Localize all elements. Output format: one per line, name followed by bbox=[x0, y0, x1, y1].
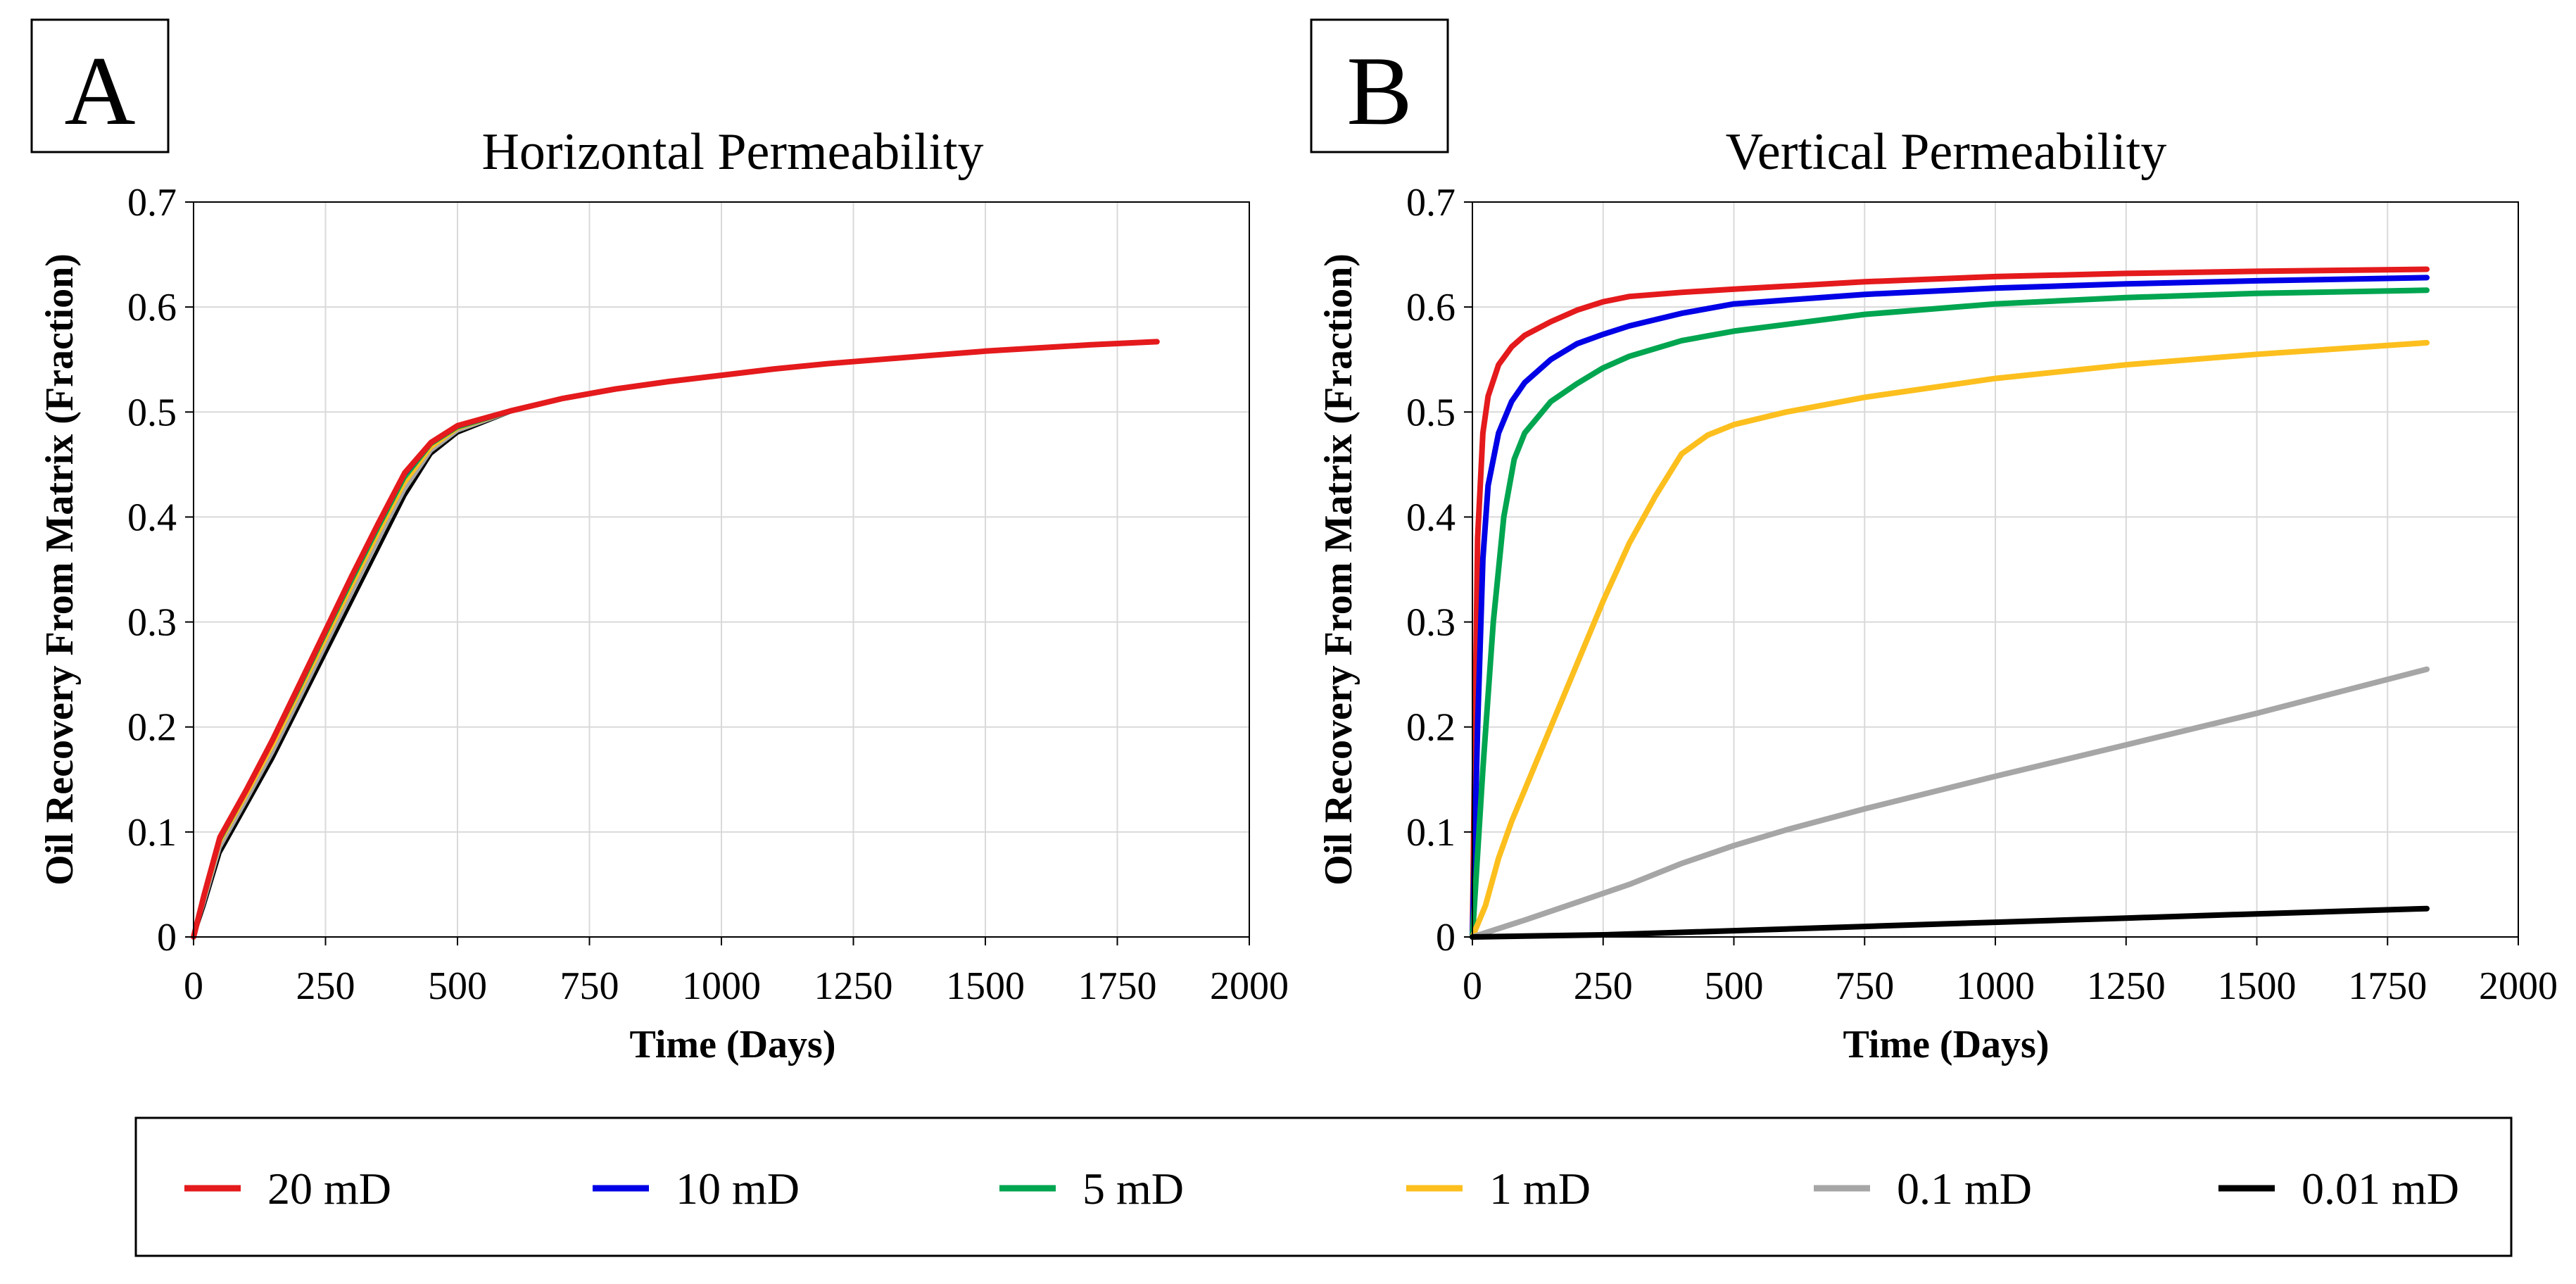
y-tick-label: 0.7 bbox=[127, 181, 177, 225]
x-tick-label: 500 bbox=[1705, 964, 1764, 1008]
series-line-20-md bbox=[1470, 266, 2430, 940]
legend-box bbox=[134, 1116, 2513, 1257]
x-tick-label: 1750 bbox=[1078, 964, 1157, 1008]
x-tick-label: 250 bbox=[1574, 964, 1633, 1008]
series-line-5-md bbox=[1470, 287, 2430, 940]
y-tick-label: 0.5 bbox=[127, 391, 177, 434]
panel-b-y-axis-label: Oil Recovery From Matrix (Fraction) bbox=[1317, 253, 1360, 886]
y-tick-label: 0 bbox=[157, 916, 177, 959]
x-tick-label: 750 bbox=[1835, 964, 1894, 1008]
panel-a-letter: A bbox=[64, 37, 135, 146]
x-tick-label: 250 bbox=[296, 964, 355, 1008]
panel-a: A Horizontal Permeability 0 250 500 750 1000… bbox=[30, 18, 1289, 1066]
series-line-10-md bbox=[1470, 275, 2430, 940]
legend-items: 20 mD 10 mD 5 mD 1 mD 0.1 mD 0.01 mD bbox=[184, 1164, 2459, 1214]
panel-a-x-axis-label: Time (Days) bbox=[630, 1023, 836, 1066]
y-tick-label: 0.1 bbox=[1406, 811, 1456, 855]
y-tick-label: 0.3 bbox=[1406, 601, 1456, 645]
y-tick-label: 0 bbox=[1436, 916, 1456, 959]
series-line-0-01-md bbox=[1470, 905, 2430, 940]
y-tick-label: 0.1 bbox=[127, 811, 177, 855]
y-tick-label: 0.2 bbox=[127, 706, 177, 750]
x-tick-label: 0 bbox=[1463, 964, 1482, 1008]
x-tick-label: 2000 bbox=[2479, 964, 2558, 1008]
panel-a-gridlines bbox=[194, 202, 1249, 937]
series-line-1-md bbox=[1470, 339, 2430, 940]
legend: 20 mD 10 mD 5 mD 1 mD 0.1 mD 0.01 mD bbox=[134, 1116, 2513, 1257]
legend-label-10-md: 10 mD bbox=[676, 1164, 800, 1214]
y-tick-label: 0.6 bbox=[127, 286, 177, 329]
x-tick-label: 0 bbox=[184, 964, 203, 1008]
series-line-0-1-md bbox=[191, 410, 512, 939]
series-line-0-1-md bbox=[1470, 666, 2430, 940]
y-tick-label: 0.4 bbox=[1406, 496, 1456, 539]
series-line-20-md bbox=[191, 339, 1160, 940]
panel-a-ticks: 0 250 500 750 1000 1250 1500 1750 2000 0 0.1 0.2 0.3… bbox=[127, 181, 1289, 1008]
x-tick-label: 1250 bbox=[814, 964, 893, 1008]
panel-b-series bbox=[1470, 266, 2430, 940]
y-tick-label: 0.6 bbox=[1406, 286, 1456, 329]
y-tick-label: 0.7 bbox=[1406, 181, 1456, 225]
x-tick-label: 1250 bbox=[2087, 964, 2166, 1008]
panel-a-label-box bbox=[30, 18, 170, 153]
y-tick-label: 0.5 bbox=[1406, 391, 1456, 434]
panel-a-y-axis-label: Oil Recovery From Matrix (Fraction) bbox=[38, 253, 82, 886]
x-tick-label: 2000 bbox=[1210, 964, 1289, 1008]
legend-label-20-md: 20 mD bbox=[267, 1164, 391, 1214]
panel-b-x-axis-label: Time (Days) bbox=[1843, 1023, 2050, 1066]
panel-a-series bbox=[191, 339, 1160, 940]
x-tick-label: 1750 bbox=[2348, 964, 2427, 1008]
panel-b-ticks: 0 250 500 750 1000 1250 1500 1750 2000 0 0.1 0.2 0.3… bbox=[1406, 181, 2558, 1008]
x-tick-label: 500 bbox=[428, 964, 487, 1008]
series-line-0-01-md bbox=[191, 410, 512, 939]
x-tick-label: 1000 bbox=[682, 964, 761, 1008]
panel-b-gridlines bbox=[1472, 202, 2518, 937]
y-tick-label: 0.2 bbox=[1406, 706, 1456, 750]
series-line-10-md bbox=[191, 410, 512, 939]
legend-label-5-md: 5 mD bbox=[1082, 1164, 1184, 1214]
legend-label-0-01-md: 0.01 mD bbox=[2302, 1164, 2459, 1214]
panel-b: B Vertical Permeability 0 250 500 750 1000 12… bbox=[1310, 18, 2558, 1066]
panel-a-title: Horizontal Permeability bbox=[481, 123, 983, 181]
y-tick-label: 0.3 bbox=[127, 601, 177, 645]
panel-b-title: Vertical Permeability bbox=[1726, 123, 2167, 181]
x-tick-label: 1000 bbox=[1956, 964, 2035, 1008]
x-tick-label: 750 bbox=[560, 964, 619, 1008]
x-tick-label: 1500 bbox=[946, 964, 1025, 1008]
x-tick-label: 1500 bbox=[2218, 964, 2297, 1008]
legend-label-0-1-md: 0.1 mD bbox=[1897, 1164, 2032, 1214]
y-tick-label: 0.4 bbox=[127, 496, 177, 539]
panel-b-label-box bbox=[1310, 18, 1449, 153]
series-line-5-md bbox=[191, 410, 512, 939]
panel-b-letter: B bbox=[1346, 37, 1412, 146]
legend-label-1-md: 1 mD bbox=[1489, 1164, 1591, 1214]
series-line-1-md bbox=[191, 410, 512, 939]
